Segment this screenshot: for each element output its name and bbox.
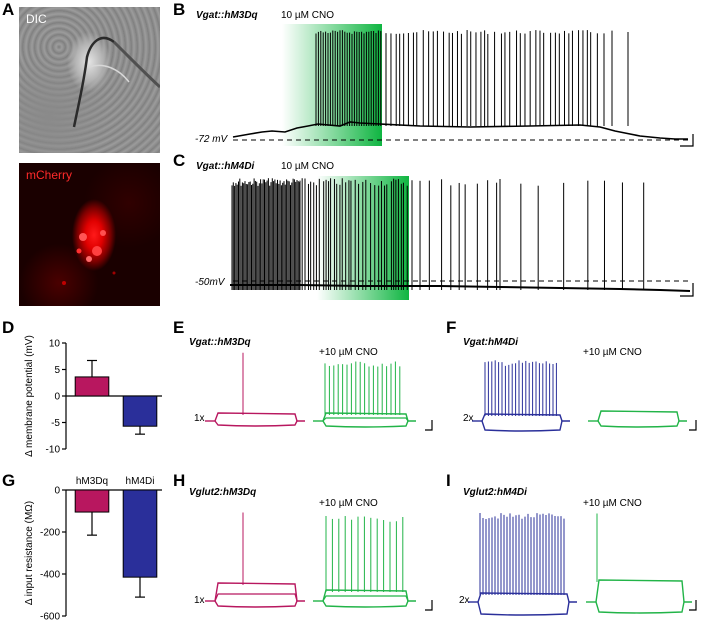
panel-c-spikes (231, 178, 645, 290)
panel-c-scale-bar (680, 283, 694, 297)
dic-image: DIC (19, 7, 160, 153)
panel-h-cno-label: +10 µM CNO (319, 498, 378, 509)
panel-e-genotype: Vgat::hM3Dq (189, 337, 251, 348)
y-tick-label: 0 (54, 486, 60, 497)
trace-depolarizing (322, 589, 409, 602)
panel-label-e: E (173, 318, 185, 337)
mcherry-label: mCherry (26, 168, 73, 182)
trace-hyperpolarizing (322, 600, 416, 608)
scale-bar (689, 600, 697, 611)
panel-f-gain-label: 2x (463, 413, 474, 424)
trace-hyperpolarizing (322, 420, 416, 428)
panel-c-membrane-trace (230, 284, 691, 292)
dic-label: DIC (26, 12, 47, 26)
mcherry-cell-spots (62, 230, 116, 285)
y-tick-label: 5 (54, 365, 60, 376)
y-tick-label: -200 (40, 528, 60, 539)
panel-label-h: H (173, 471, 186, 490)
panel-label-g: G (2, 471, 16, 490)
panel-i-genotype: Vglut2:hM4Di (463, 487, 527, 498)
panel-b-cno-label: 10 µM CNO (281, 10, 334, 21)
y-tick-label: 0 (54, 392, 60, 403)
scale-bar (425, 420, 433, 431)
y-tick-label: -600 (40, 612, 60, 623)
panel-label-d: D (2, 318, 15, 337)
panel-label-c: C (173, 151, 186, 170)
panel-c-baseline-label: -50mV (195, 277, 225, 288)
panel-e-gain-label: 1x (194, 413, 205, 424)
panel-f-genotype: Vgat:hM4Di (463, 337, 518, 348)
trace-depolarizing (322, 412, 409, 422)
category-label: hM4Di (126, 476, 155, 487)
panel-c-cno-label: 10 µM CNO (281, 161, 334, 172)
trace-hyperpolarizing (597, 420, 687, 428)
trace-depolarizing (477, 592, 570, 603)
panel-e-cno-label: +10 µM CNO (319, 347, 378, 358)
y-tick-label: 10 (49, 339, 61, 350)
y-axis-label: Δ membrane potential (mV) (24, 335, 35, 457)
panel-b-membrane-trace (232, 121, 688, 140)
trace-depolarizing (595, 579, 685, 603)
y-tick-label: -10 (46, 445, 61, 456)
trace-mid (322, 417, 409, 422)
bar-hM4Di (122, 395, 158, 427)
panel-i-gain-label: 2x (459, 595, 470, 606)
trace-mid (322, 595, 409, 602)
trace-hyperpolarizing (214, 600, 305, 608)
dic-cell-outline (72, 36, 160, 128)
trace-hyperpolarizing (481, 420, 570, 432)
scale-bar (689, 420, 697, 431)
trace-hyperpolarizing (477, 601, 577, 616)
panel-label-a: A (2, 0, 15, 19)
panel-b-scale-bar (680, 134, 694, 147)
trace-depolarizing (214, 412, 298, 422)
y-axis-label: Δ input resistance (MΩ) (24, 501, 35, 605)
category-label: hM3Dq (76, 476, 108, 487)
panel-b-genotype: Vgat::hM3Dq (196, 10, 258, 21)
panel-c-genotype: Vgat::hM4Di (196, 161, 255, 172)
trace-hyperpolarizing (214, 420, 305, 427)
trace-mid (214, 593, 298, 602)
panel-h-gain-label: 1x (194, 595, 205, 606)
mcherry-image: mCherry (19, 163, 160, 306)
panel-b-baseline-label: -72 mV (195, 134, 228, 145)
y-tick-label: -400 (40, 570, 60, 581)
y-tick-label: -5 (51, 418, 60, 429)
trace-depolarizing (214, 582, 298, 602)
panel-label-b: B (173, 0, 186, 19)
trace-hyperpolarizing (595, 601, 692, 614)
panel-h-genotype: Vglut2:hM3Dq (189, 487, 257, 498)
panel-label-i: I (446, 471, 451, 490)
panel-i-cno-label: +10 µM CNO (583, 498, 642, 509)
panel-f-cno-label: +10 µM CNO (583, 347, 642, 358)
panel-b-spikes (315, 30, 629, 126)
scale-bar (425, 600, 433, 611)
panel-label-f: F (446, 318, 457, 337)
trace-depolarizing (597, 410, 680, 422)
